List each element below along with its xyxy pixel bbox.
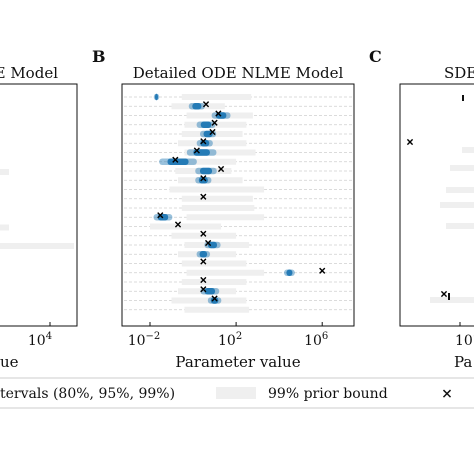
posterior-interval-80 [204, 288, 216, 295]
posterior-interval-80 [203, 130, 213, 138]
panel-b-grid [124, 96, 352, 311]
prior-bar [450, 165, 474, 171]
panel-c-letter: C [369, 47, 382, 66]
posterior-interval-80 [207, 241, 218, 249]
true-value-marker [319, 267, 326, 274]
true-value-marker [172, 156, 179, 163]
posterior-interval [462, 95, 464, 101]
true-value-marker [200, 193, 207, 200]
panel-a-axes [0, 83, 78, 327]
true-value-marker [205, 239, 212, 247]
panel-b-true-values [157, 101, 326, 302]
prior-bar [171, 297, 247, 304]
prior-bar [171, 232, 237, 239]
prior-bar [446, 187, 474, 193]
posterior-interval-80 [200, 121, 212, 128]
legend-intervals-label: tervals (80%, 95%, 99%) [0, 386, 175, 402]
prior-bar [181, 279, 247, 285]
legend-prior-label: 99% prior bound [268, 386, 388, 402]
true-value-marker [211, 119, 218, 126]
panel-a-xtick-exp: 4 [46, 331, 52, 342]
prior-bar [181, 158, 237, 165]
panel-a-xtick-label: 104 [28, 331, 52, 349]
true-value-marker [217, 165, 225, 173]
prior-bar [184, 121, 247, 128]
panel-a-prior-bars [0, 169, 74, 249]
legend-true-marker: × [441, 386, 453, 402]
panel-c: C SDE 10− Pa [369, 47, 474, 371]
x-tick-label: 10−2 [128, 331, 161, 349]
true-value-marker [215, 110, 222, 117]
true-value-marker [202, 101, 210, 108]
true-value-marker [174, 221, 182, 228]
panel-b: B Detailed ODE NLME Model 10−2 102 106 Par… [92, 47, 355, 371]
prior-bar [150, 223, 222, 230]
prior-bar [430, 297, 474, 303]
true-value-marker [200, 138, 207, 145]
posterior-interval-80 [199, 251, 208, 258]
posterior-interval [448, 293, 450, 300]
panel-b-title: Detailed ODE NLME Model [133, 64, 344, 82]
prior-bar [181, 94, 252, 100]
panel-c-axes [399, 83, 474, 327]
prior-bar [440, 202, 474, 208]
panel-a-title: E Model [0, 64, 58, 82]
true-value-marker [406, 138, 414, 146]
posterior-interval-80 [286, 269, 293, 276]
x-tick-label: 102 [218, 331, 242, 349]
true-value-marker [200, 286, 207, 293]
prior-bar [186, 269, 265, 276]
prior-bar [178, 140, 247, 147]
true-value-marker [440, 290, 448, 298]
panel-b-letter: B [92, 47, 106, 66]
true-value-marker [157, 212, 164, 219]
prior-bar [181, 195, 253, 202]
panel-a: E Model 104 ue [0, 64, 78, 371]
prior-bar [0, 224, 9, 231]
prior-bar [184, 306, 250, 313]
true-value-marker [200, 258, 207, 265]
legend: tervals (80%, 95%, 99%) 99% prior bound … [0, 377, 474, 409]
true-value-marker [200, 175, 207, 182]
posterior-interval-80 [198, 177, 208, 184]
panel-c-xtick-exp: − [473, 331, 474, 342]
prior-bar [186, 214, 265, 221]
legend-prior-swatch [216, 387, 256, 399]
panel-c-marks [406, 95, 464, 300]
panel-c-title: SDE [444, 64, 474, 82]
posterior-interval-80 [210, 297, 219, 304]
panel-c-xtick: 10− [455, 322, 474, 349]
panel-b-axes [121, 83, 355, 327]
prior-bar [184, 149, 256, 156]
prior-bar [0, 243, 74, 249]
x-tick-label: 106 [304, 331, 328, 349]
prior-bar [178, 177, 243, 184]
panel-c-xlabel: Pa [454, 353, 472, 371]
posterior-interval-80 [199, 167, 213, 175]
prior-bar [181, 205, 255, 211]
prior-bar [462, 147, 474, 153]
true-value-marker [211, 295, 218, 302]
panel-c-xtick-label: 10− [455, 331, 474, 349]
true-value-marker [200, 230, 207, 237]
panel-b-xlabel: Parameter value [175, 353, 300, 371]
prior-bar [446, 223, 474, 229]
true-value-marker [200, 276, 207, 284]
prior-bar [181, 260, 247, 267]
posterior-interval-80 [154, 93, 158, 101]
true-value-marker [209, 128, 216, 136]
prior-bar [169, 186, 265, 193]
panel-a-xlabel: ue [0, 353, 19, 371]
prior-bar [0, 169, 9, 175]
posterior-interval-80 [192, 103, 202, 110]
panel-c-prior-bars [430, 147, 474, 303]
true-value-marker [193, 147, 200, 154]
